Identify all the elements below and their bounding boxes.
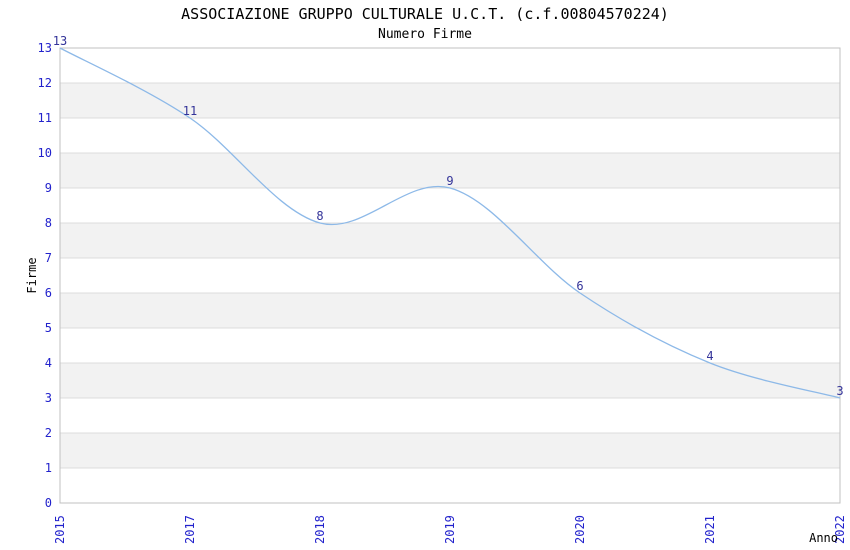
data-label: 11	[183, 104, 197, 118]
x-tick-label: 2020	[573, 515, 587, 544]
y-tick-label: 3	[45, 391, 52, 405]
band	[60, 363, 840, 398]
x-tick-label: 2017	[183, 515, 197, 544]
y-tick-label: 12	[38, 76, 52, 90]
data-labels: 13 11 8 9 6 4 3	[53, 34, 844, 398]
x-axis-title: Anno	[809, 531, 838, 545]
band	[60, 223, 840, 258]
x-tick-label: 2019	[443, 515, 457, 544]
alternating-bands	[60, 83, 840, 468]
y-tick-label: 13	[38, 41, 52, 55]
data-label: 3	[836, 384, 843, 398]
y-tick-label: 5	[45, 321, 52, 335]
chart-title: ASSOCIAZIONE GRUPPO CULTURALE U.C.T. (c.…	[181, 5, 669, 23]
data-label: 6	[576, 279, 583, 293]
y-tick-label: 9	[45, 181, 52, 195]
y-axis-title: Firme	[25, 257, 39, 293]
y-tick-label: 7	[45, 251, 52, 265]
chart-subtitle: Numero Firme	[378, 27, 472, 42]
band	[60, 153, 840, 188]
h-gridlines	[60, 82, 840, 469]
data-label: 8	[316, 209, 323, 223]
firme-series-line	[59, 47, 841, 399]
data-label: 4	[706, 349, 713, 363]
y-tick-label: 4	[45, 356, 52, 370]
x-tick-label: 2015	[53, 515, 67, 544]
x-tick-label: 2018	[313, 515, 327, 544]
band	[60, 83, 840, 118]
plot-frame	[59, 47, 841, 504]
y-tick-label: 0	[45, 496, 52, 510]
data-label: 9	[446, 174, 453, 188]
band	[60, 433, 840, 468]
y-tick-label: 2	[45, 426, 52, 440]
data-label: 13	[53, 34, 67, 48]
y-tick-label: 1	[45, 461, 52, 475]
band	[60, 293, 840, 328]
y-tick-label: 11	[38, 111, 52, 125]
x-tick-labels: 2015 2017 2018 2019 2020 2021 2022	[53, 515, 847, 544]
y-tick-label: 6	[45, 286, 52, 300]
y-tick-label: 8	[45, 216, 52, 230]
x-tick-label: 2022	[833, 515, 847, 544]
y-tick-label: 10	[38, 146, 52, 160]
x-tick-label: 2021	[703, 515, 717, 544]
